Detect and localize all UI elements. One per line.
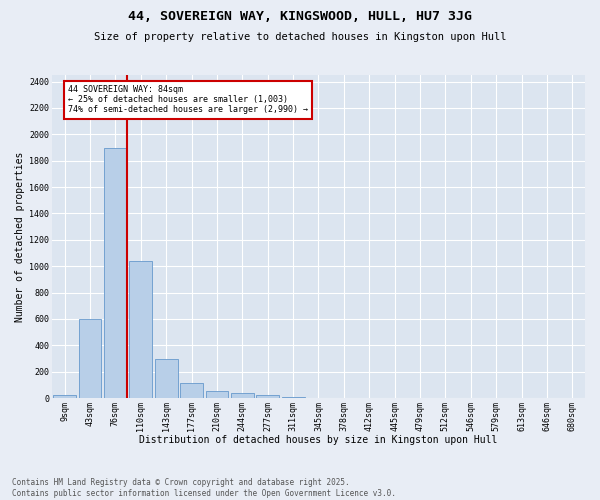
Y-axis label: Number of detached properties: Number of detached properties: [15, 152, 25, 322]
Text: 44 SOVEREIGN WAY: 84sqm
← 25% of detached houses are smaller (1,003)
74% of semi: 44 SOVEREIGN WAY: 84sqm ← 25% of detache…: [68, 84, 308, 114]
Text: 44, SOVEREIGN WAY, KINGSWOOD, HULL, HU7 3JG: 44, SOVEREIGN WAY, KINGSWOOD, HULL, HU7 …: [128, 10, 472, 23]
Bar: [206, 392, 229, 398]
Bar: [231, 393, 254, 398]
Text: Contains HM Land Registry data © Crown copyright and database right 2025.
Contai: Contains HM Land Registry data © Crown c…: [12, 478, 396, 498]
Bar: [79, 319, 101, 398]
Bar: [130, 261, 152, 398]
Bar: [180, 383, 203, 398]
Text: Size of property relative to detached houses in Kingston upon Hull: Size of property relative to detached ho…: [94, 32, 506, 42]
Bar: [256, 395, 279, 398]
X-axis label: Distribution of detached houses by size in Kingston upon Hull: Distribution of detached houses by size …: [139, 435, 497, 445]
Bar: [155, 359, 178, 398]
Bar: [104, 148, 127, 398]
Bar: [53, 396, 76, 398]
Bar: [281, 396, 305, 398]
